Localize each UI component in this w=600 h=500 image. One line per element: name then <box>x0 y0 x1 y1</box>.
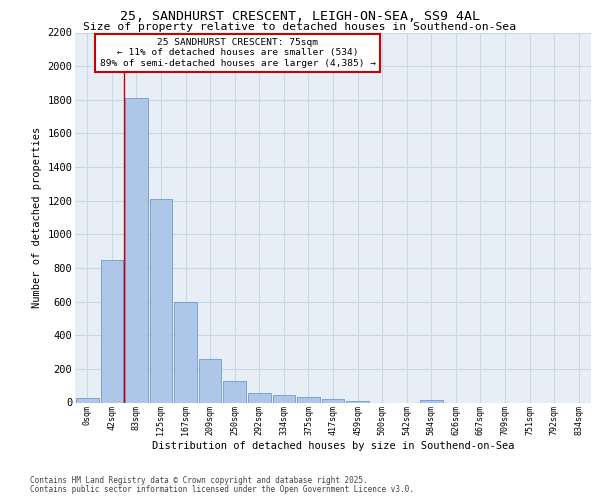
Y-axis label: Number of detached properties: Number of detached properties <box>32 127 41 308</box>
Bar <box>101 260 123 402</box>
Text: Contains public sector information licensed under the Open Government Licence v3: Contains public sector information licen… <box>30 485 414 494</box>
Bar <box>248 393 271 402</box>
Bar <box>346 401 369 402</box>
Text: Size of property relative to detached houses in Southend-on-Sea: Size of property relative to detached ho… <box>83 22 517 32</box>
Bar <box>149 199 172 402</box>
Bar <box>125 98 148 402</box>
Bar <box>297 398 320 402</box>
Text: Contains HM Land Registry data © Crown copyright and database right 2025.: Contains HM Land Registry data © Crown c… <box>30 476 368 485</box>
Bar <box>223 380 246 402</box>
Bar <box>199 359 221 403</box>
Bar <box>272 395 295 402</box>
Bar <box>420 400 443 402</box>
Bar <box>174 302 197 402</box>
Text: 25 SANDHURST CRESCENT: 75sqm
← 11% of detached houses are smaller (534)
89% of s: 25 SANDHURST CRESCENT: 75sqm ← 11% of de… <box>100 38 376 68</box>
Bar <box>76 398 98 402</box>
Bar <box>322 399 344 402</box>
Text: 25, SANDHURST CRESCENT, LEIGH-ON-SEA, SS9 4AL: 25, SANDHURST CRESCENT, LEIGH-ON-SEA, SS… <box>120 10 480 23</box>
X-axis label: Distribution of detached houses by size in Southend-on-Sea: Distribution of detached houses by size … <box>152 441 514 451</box>
